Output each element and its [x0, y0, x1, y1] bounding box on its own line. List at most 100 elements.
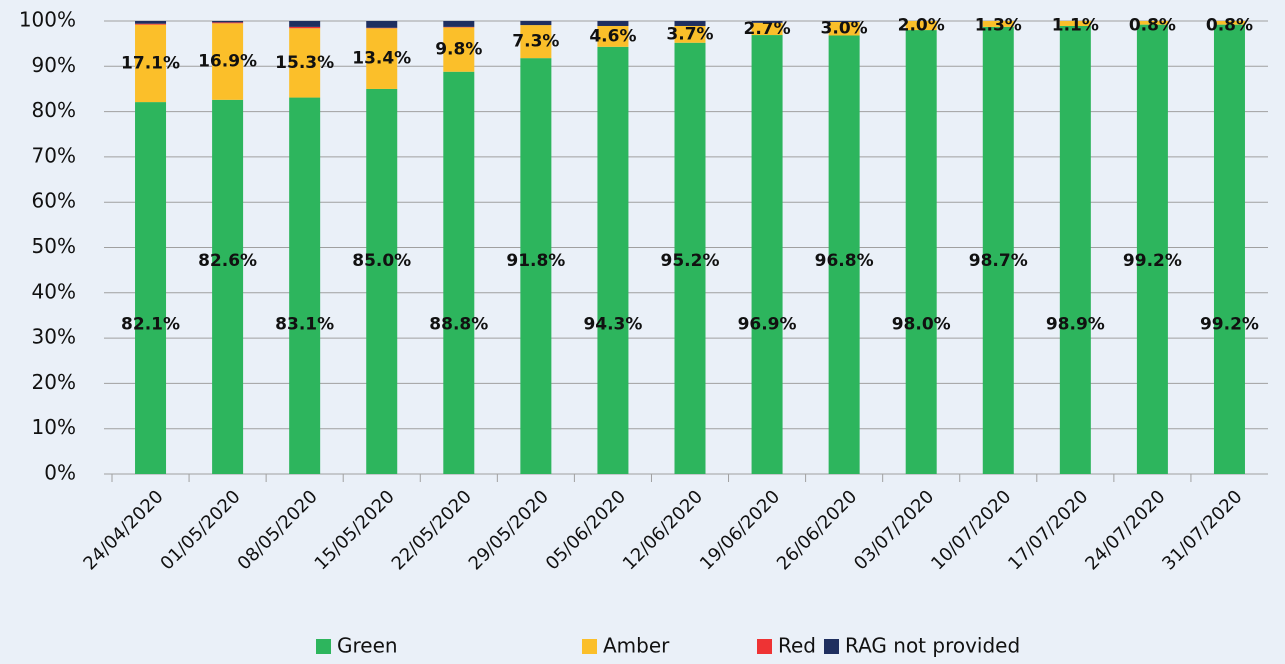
bar-segment — [212, 22, 244, 24]
bar-segment — [751, 22, 783, 36]
bar-segment — [828, 35, 860, 474]
bar-segment — [751, 21, 783, 23]
legend-label: Amber — [603, 634, 670, 658]
bar-segment — [751, 35, 783, 474]
bar-segment — [1213, 24, 1245, 475]
data-label: 13.4% — [352, 49, 411, 69]
x-tick-label: 05/06/2020 — [542, 486, 630, 574]
y-tick-label: 50% — [32, 234, 76, 258]
data-label: 98.0% — [892, 315, 951, 335]
data-label: 7.3% — [512, 32, 559, 52]
data-label: 15.3% — [275, 53, 334, 73]
bar-segment — [520, 25, 552, 59]
y-tick-label: 90% — [32, 53, 76, 77]
data-label: 2.0% — [898, 16, 945, 36]
bar-segment — [443, 71, 475, 475]
bar-segment — [674, 25, 706, 43]
y-tick-label: 80% — [32, 98, 76, 122]
legend-label: Red — [778, 634, 816, 658]
x-tick-label: 17/07/2020 — [1004, 486, 1092, 574]
data-label: 3.7% — [666, 24, 713, 44]
bar-segment — [982, 26, 1014, 474]
y-tick-label: 10% — [32, 415, 76, 439]
bar-segment — [597, 21, 629, 26]
y-tick-label: 20% — [32, 370, 76, 394]
x-tick-label: 26/06/2020 — [773, 486, 861, 574]
data-label: 96.9% — [738, 315, 797, 335]
bar-segment — [212, 99, 244, 475]
data-label: 4.6% — [589, 26, 636, 46]
bar-segment — [212, 21, 244, 23]
x-tick-label: 29/05/2020 — [465, 486, 553, 574]
x-tick-label: 01/05/2020 — [156, 486, 244, 574]
bar-segment — [366, 88, 398, 474]
y-tick-label: 60% — [32, 189, 76, 213]
x-tick-label: 10/07/2020 — [927, 486, 1015, 574]
y-tick-label: 30% — [32, 325, 76, 349]
data-label: 3.0% — [821, 19, 868, 39]
x-tick-label: 24/04/2020 — [79, 486, 167, 574]
bar-segment — [520, 58, 552, 475]
x-tick-label: 08/05/2020 — [234, 486, 322, 574]
bar-segment — [135, 102, 167, 474]
data-label: 9.8% — [435, 40, 482, 60]
bar-segment — [674, 21, 706, 26]
legend-label: RAG not provided — [845, 634, 1020, 658]
x-tick-label: 03/07/2020 — [850, 486, 938, 574]
y-tick-label: 100% — [19, 8, 76, 32]
bar-segment — [1059, 21, 1091, 26]
bar-segment — [828, 21, 860, 36]
data-label: 82.6% — [198, 251, 257, 271]
bar-segment — [828, 21, 860, 22]
bar-segment — [1059, 25, 1091, 474]
x-tick-label: 24/07/2020 — [1081, 486, 1169, 574]
data-label: 1.1% — [1052, 16, 1099, 36]
bar-segment — [135, 24, 167, 103]
data-label: 0.8% — [1129, 16, 1176, 36]
bar-segment — [443, 27, 475, 72]
y-tick-label: 40% — [32, 279, 76, 303]
data-label: 2.7% — [743, 19, 790, 39]
legend-label: Green — [337, 634, 398, 658]
y-tick-label: 70% — [32, 143, 76, 167]
bar-segment — [905, 30, 937, 475]
bar-segment — [366, 21, 398, 28]
bar-segment — [1136, 21, 1168, 25]
data-label: 0.8% — [1206, 16, 1253, 36]
legend-swatch — [757, 639, 772, 654]
bar-segment — [597, 46, 629, 475]
bar-segment — [1136, 24, 1168, 475]
data-label: 98.9% — [1046, 315, 1105, 335]
bar-segment — [1213, 21, 1245, 25]
bar-segment — [366, 28, 398, 89]
legend-swatch — [316, 639, 331, 654]
bar-segment — [520, 21, 552, 26]
data-label: 91.8% — [506, 251, 565, 271]
bar-segment — [289, 26, 321, 29]
data-label: 99.2% — [1123, 251, 1182, 271]
bar-segment — [982, 21, 1014, 27]
x-tick-label: 22/05/2020 — [388, 486, 476, 574]
bar-segment — [905, 21, 937, 31]
data-label: 16.9% — [198, 52, 257, 72]
data-label: 17.1% — [121, 53, 180, 73]
data-label: 98.7% — [969, 251, 1028, 271]
data-label: 82.1% — [121, 315, 180, 335]
data-label: 94.3% — [583, 315, 642, 335]
data-label: 96.8% — [815, 251, 874, 271]
bar-segment — [443, 21, 475, 27]
y-tick-label: 0% — [44, 461, 76, 485]
x-tick-label: 15/05/2020 — [311, 486, 399, 574]
bar-segment — [212, 23, 244, 100]
data-label: 99.2% — [1200, 315, 1259, 335]
data-label: 95.2% — [661, 251, 720, 271]
data-label: 1.3% — [975, 16, 1022, 36]
data-label: 88.8% — [429, 315, 488, 335]
bar-segment — [135, 21, 167, 24]
bar-segment — [597, 25, 629, 47]
data-label: 85.0% — [352, 251, 411, 271]
x-tick-label: 19/06/2020 — [696, 486, 784, 574]
legend-swatch — [582, 639, 597, 654]
